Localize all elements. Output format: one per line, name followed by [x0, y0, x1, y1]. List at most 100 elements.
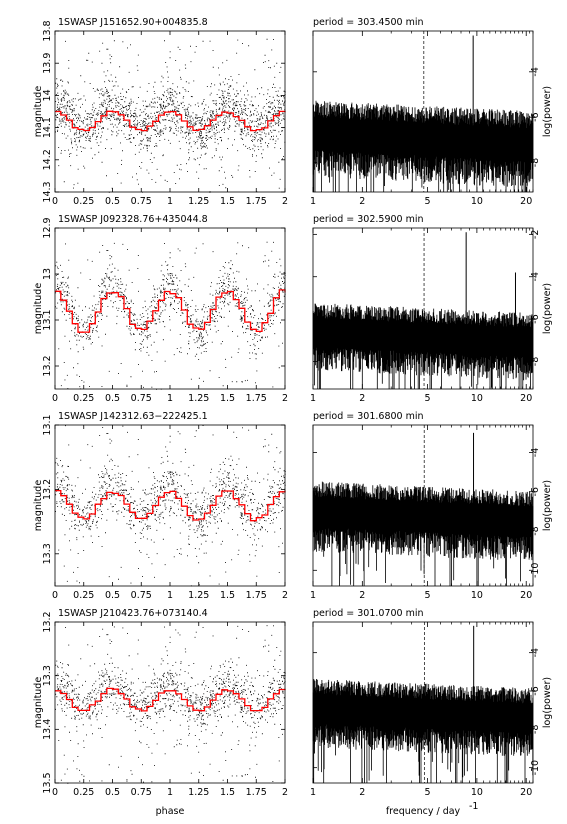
- x-tick-label: 1: [310, 787, 316, 798]
- periodogram-panel-1: 1 2 5 10 20 -8 -6 -4 log(power) period = 303.4500…: [310, 17, 553, 207]
- y-tick-label: -6: [530, 487, 541, 496]
- x-tick-label: 0.5: [105, 196, 120, 207]
- periodogram-panel-4: 1 2 5 10 20 -10 -8 -6 -4 log(power) period = 301.0…: [310, 608, 553, 817]
- x-tick-label: 1.5: [220, 787, 235, 798]
- y-tick-label: -2: [530, 230, 541, 239]
- y-tick-label: -6: [530, 686, 541, 695]
- binned-curve: [55, 110, 286, 132]
- periodogram-panel-2: 1 2 5 10 20 -8 -6 -4 -2 log(power) period = 302.59…: [310, 214, 553, 404]
- y-tick-label: -8: [530, 725, 541, 734]
- power-spectrum: [312, 679, 534, 783]
- x-tick-label: 1: [310, 196, 316, 207]
- y-axis-label: log(power): [542, 677, 553, 728]
- data-points: [55, 38, 286, 193]
- x-tick-label: 2: [282, 787, 288, 798]
- x-tick-label: 1: [167, 393, 173, 404]
- y-axis-label: magnitude: [33, 677, 44, 729]
- x-tick-label: 0: [52, 196, 58, 207]
- chart-title: 1SWASP J142312.63−222425.1: [58, 411, 208, 422]
- y-tick-label: 13.2: [42, 355, 53, 376]
- power-spectrum: [312, 303, 534, 389]
- chart-title: period = 301.0700 min: [313, 608, 424, 619]
- chart-title: period = 302.5900 min: [313, 214, 424, 225]
- x-tick-label: 2: [282, 393, 288, 404]
- plot-frame: [312, 30, 534, 193]
- x-tick-label: 2: [359, 196, 365, 207]
- y-tick-label: -8: [530, 357, 541, 366]
- y-tick-label: -8: [530, 158, 541, 167]
- x-tick-label: 1.75: [246, 393, 267, 404]
- y-tick-label: 13.9: [42, 53, 53, 74]
- x-tick-label: 10: [471, 196, 483, 207]
- x-tick-label: 5: [425, 787, 431, 798]
- chart-title: 1SWASP J210423.76+073140.4: [58, 608, 208, 619]
- plot-frame: [54, 424, 286, 587]
- lightcurve-panel-4: 0 0.25 0.5 0.75 1 1.25 1.5 1.75 2 13.2 13.3 13.4 13.…: [33, 608, 288, 817]
- plot-frame: [54, 621, 286, 784]
- y-tick-label: 13.4: [42, 719, 53, 740]
- chart-title: 1SWASP J151652.90+004835.8: [58, 17, 208, 28]
- y-tick-label: 14.2: [42, 149, 53, 170]
- x-tick-label: 1.5: [220, 393, 235, 404]
- x-tick-label: 0.5: [105, 590, 120, 601]
- y-tick-label: 13.5: [42, 772, 53, 793]
- y-tick-label: 13.8: [42, 20, 53, 41]
- y-tick-label: -6: [530, 314, 541, 323]
- y-tick-label: -8: [530, 526, 541, 535]
- x-tick-label: 0.25: [73, 787, 94, 798]
- binned-curve: [55, 489, 286, 522]
- x-tick-label: 1.75: [246, 590, 267, 601]
- y-tick-label: -6: [530, 112, 541, 121]
- y-tick-label: 13.2: [42, 611, 53, 632]
- x-tick-label: 0: [52, 393, 58, 404]
- y-tick-label: -4: [530, 67, 541, 76]
- power-spectrum: [312, 481, 534, 586]
- x-tick-label: 5: [425, 196, 431, 207]
- x-tick-label: 2: [359, 787, 365, 798]
- x-tick-label: 1.75: [246, 787, 267, 798]
- x-tick-label: 0.75: [131, 590, 152, 601]
- x-tick-label: 20: [520, 590, 532, 601]
- x-tick-label: 10: [471, 787, 483, 798]
- x-tick-label: 20: [520, 393, 532, 404]
- x-tick-label: 2: [282, 590, 288, 601]
- x-tick-label: 5: [425, 590, 431, 601]
- lightcurve-panel-2: 0 0.25 0.5 0.75 1 1.25 1.5 1.75 2 12.9 13 13.1 13.2 m…: [33, 214, 288, 404]
- x-tick-label: 0: [52, 787, 58, 798]
- x-tick-label: 1: [167, 590, 173, 601]
- x-tick-label: 1.25: [188, 393, 209, 404]
- x-tick-label: 20: [520, 196, 532, 207]
- x-tick-label: 0: [52, 590, 58, 601]
- plot-frame: [312, 424, 534, 587]
- x-tick-label: 20: [520, 787, 532, 798]
- y-tick-label: 13.1: [42, 309, 53, 330]
- y-tick-label: 13.2: [42, 479, 53, 500]
- x-tick-label: 0.75: [131, 393, 152, 404]
- x-tick-label: 1.5: [220, 590, 235, 601]
- y-tick-label: -4: [530, 648, 541, 657]
- plot-frame: [312, 621, 534, 784]
- x-axis-label-superscript: -1: [469, 801, 478, 812]
- x-axis-label: frequency / day: [386, 806, 461, 817]
- y-tick-label: 14.1: [42, 117, 53, 138]
- x-tick-label: 1.5: [220, 196, 235, 207]
- y-tick-label: -4: [530, 272, 541, 281]
- data-points: [55, 425, 286, 587]
- y-tick-label: 13: [42, 268, 53, 280]
- x-tick-label: 0.25: [73, 196, 94, 207]
- periodogram-panel-3: 1 2 5 10 20 -10 -8 -6 -4 log(power) period = 301.6…: [310, 411, 553, 601]
- x-tick-label: 1.25: [188, 787, 209, 798]
- x-tick-label: 10: [471, 590, 483, 601]
- x-tick-label: 10: [471, 393, 483, 404]
- x-tick-label: 0.5: [105, 393, 120, 404]
- lightcurve-panel-3: 0 0.25 0.5 0.75 1 1.25 1.5 1.75 2 13.1 13.2 13.3 mag…: [33, 411, 288, 601]
- y-axis-label: log(power): [542, 480, 553, 531]
- y-tick-label: 13.3: [42, 543, 53, 564]
- x-tick-label: 0.5: [105, 787, 120, 798]
- x-axis-label: phase: [156, 806, 185, 817]
- y-axis-label: log(power): [542, 283, 553, 334]
- x-tick-label: 0.25: [73, 590, 94, 601]
- y-tick-label: 14: [42, 89, 53, 101]
- x-tick-label: 2: [359, 590, 365, 601]
